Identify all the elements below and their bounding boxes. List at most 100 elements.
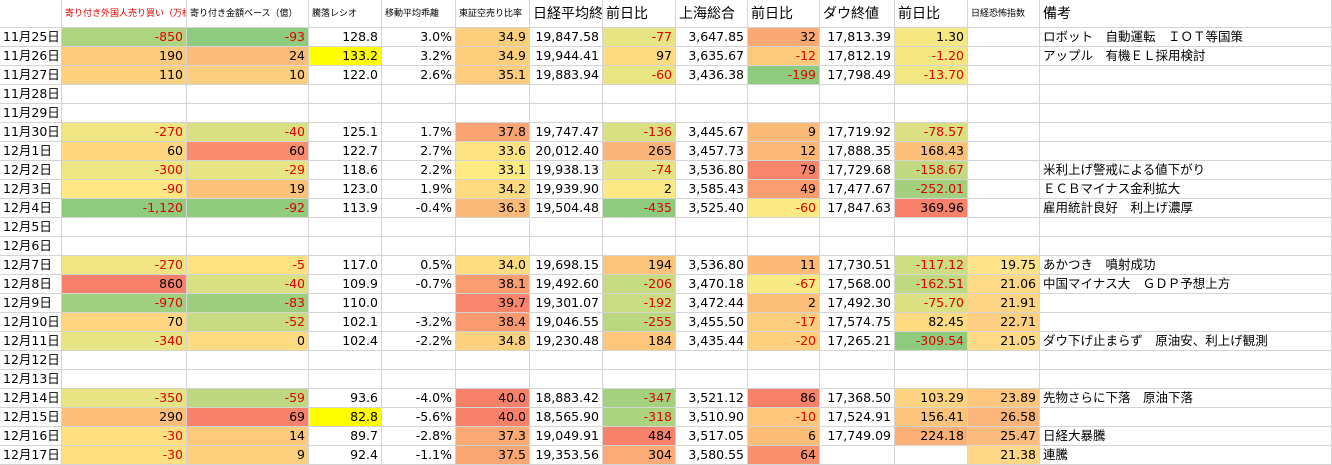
value-cell: 17,812.19 [820,47,895,66]
date-cell: 12月9日 [0,294,62,313]
value-cell [456,104,530,123]
value-cell: -10 [748,408,820,427]
value-cell [530,351,603,370]
note-cell: ＥＣＢマイナス金利拡大 [1040,180,1332,199]
value-cell: 110.0 [309,294,382,313]
value-cell: 93.6 [309,389,382,408]
value-cell [968,104,1040,123]
note-cell: 連騰 [1040,446,1332,465]
value-cell: 33.1 [456,161,530,180]
column-header: 日経恐怖指数 [968,0,1040,28]
value-cell [820,85,895,104]
value-cell: 34.8 [456,332,530,351]
value-cell: -59 [187,389,309,408]
value-cell: 17,888.35 [820,142,895,161]
value-cell: 11 [748,256,820,275]
value-cell [382,104,456,123]
value-cell: 34.2 [456,180,530,199]
value-cell [187,237,309,256]
value-cell: 82.45 [895,313,968,332]
value-cell [530,237,603,256]
date-cell: 12月2日 [0,161,62,180]
value-cell: 64 [748,446,820,465]
value-cell: 10 [187,66,309,85]
date-cell: 11月28日 [0,85,62,104]
value-cell: -5 [187,256,309,275]
value-cell: 38.4 [456,313,530,332]
value-cell: 2.7% [382,142,456,161]
value-cell: 35.1 [456,66,530,85]
value-cell: 60 [62,142,187,161]
value-cell: -1.20 [895,47,968,66]
value-cell: 18,883.42 [530,389,603,408]
value-cell: 14 [187,427,309,446]
note-cell: ロボット 自動運転 ＩＯＴ等国策 [1040,28,1332,47]
value-cell: 24 [187,47,309,66]
value-cell: 32 [748,28,820,47]
value-cell [456,370,530,389]
note-cell [1040,294,1332,313]
value-cell: -1.1% [382,446,456,465]
note-cell [1040,370,1332,389]
value-cell: 128.8 [309,28,382,47]
value-cell: -17 [748,313,820,332]
value-cell: -270 [62,256,187,275]
value-cell [968,142,1040,161]
value-cell: -93 [187,28,309,47]
value-cell: -2.8% [382,427,456,446]
value-cell: 103.29 [895,389,968,408]
value-cell: 21.06 [968,275,1040,294]
value-cell: 3,647.85 [676,28,748,47]
column-header: 上海総合 [676,0,748,28]
date-cell: 11月25日 [0,28,62,47]
value-cell: 37.3 [456,427,530,446]
value-cell: 2.2% [382,161,456,180]
value-cell: 17,749.09 [820,427,895,446]
value-cell: 3,521.12 [676,389,748,408]
value-cell: 69 [187,408,309,427]
value-cell: 17,798.49 [820,66,895,85]
value-cell [62,370,187,389]
value-cell [820,446,895,465]
value-cell [382,294,456,313]
value-cell: 3,536.80 [676,256,748,275]
value-cell: 19,353.56 [530,446,603,465]
value-cell: 3,517.05 [676,427,748,446]
column-header: 移動平均乖離 [382,0,456,28]
value-cell: 82.8 [309,408,382,427]
value-cell: -350 [62,389,187,408]
value-cell: 19.75 [968,256,1040,275]
value-cell [62,85,187,104]
note-cell: 雇用統計良好 利上げ濃厚 [1040,199,1332,218]
value-cell: -117.12 [895,256,968,275]
value-cell [748,237,820,256]
value-cell [748,85,820,104]
value-cell: 17,568.00 [820,275,895,294]
value-cell: 19,747.47 [530,123,603,142]
value-cell: 49 [748,180,820,199]
value-cell: 125.1 [309,123,382,142]
column-header: 騰落レシオ [309,0,382,28]
date-cell: 12月12日 [0,351,62,370]
value-cell [676,351,748,370]
value-cell: 123.0 [309,180,382,199]
value-cell: -75.70 [895,294,968,313]
value-cell: 79 [748,161,820,180]
value-cell: 484 [603,427,676,446]
date-cell: 11月29日 [0,104,62,123]
value-cell: 3,472.44 [676,294,748,313]
value-cell [603,85,676,104]
value-cell: -340 [62,332,187,351]
column-header: 寄り付き金額ベース（億） [187,0,309,28]
value-cell: -12 [748,47,820,66]
value-cell: 102.4 [309,332,382,351]
note-cell: 日経大暴騰 [1040,427,1332,446]
column-header: 寄り付き外国人売り買い（万株） [62,0,187,28]
value-cell: 36.3 [456,199,530,218]
value-cell [968,85,1040,104]
value-cell [530,104,603,123]
value-cell: -30 [62,446,187,465]
value-cell: 1.30 [895,28,968,47]
value-cell: -252.01 [895,180,968,199]
